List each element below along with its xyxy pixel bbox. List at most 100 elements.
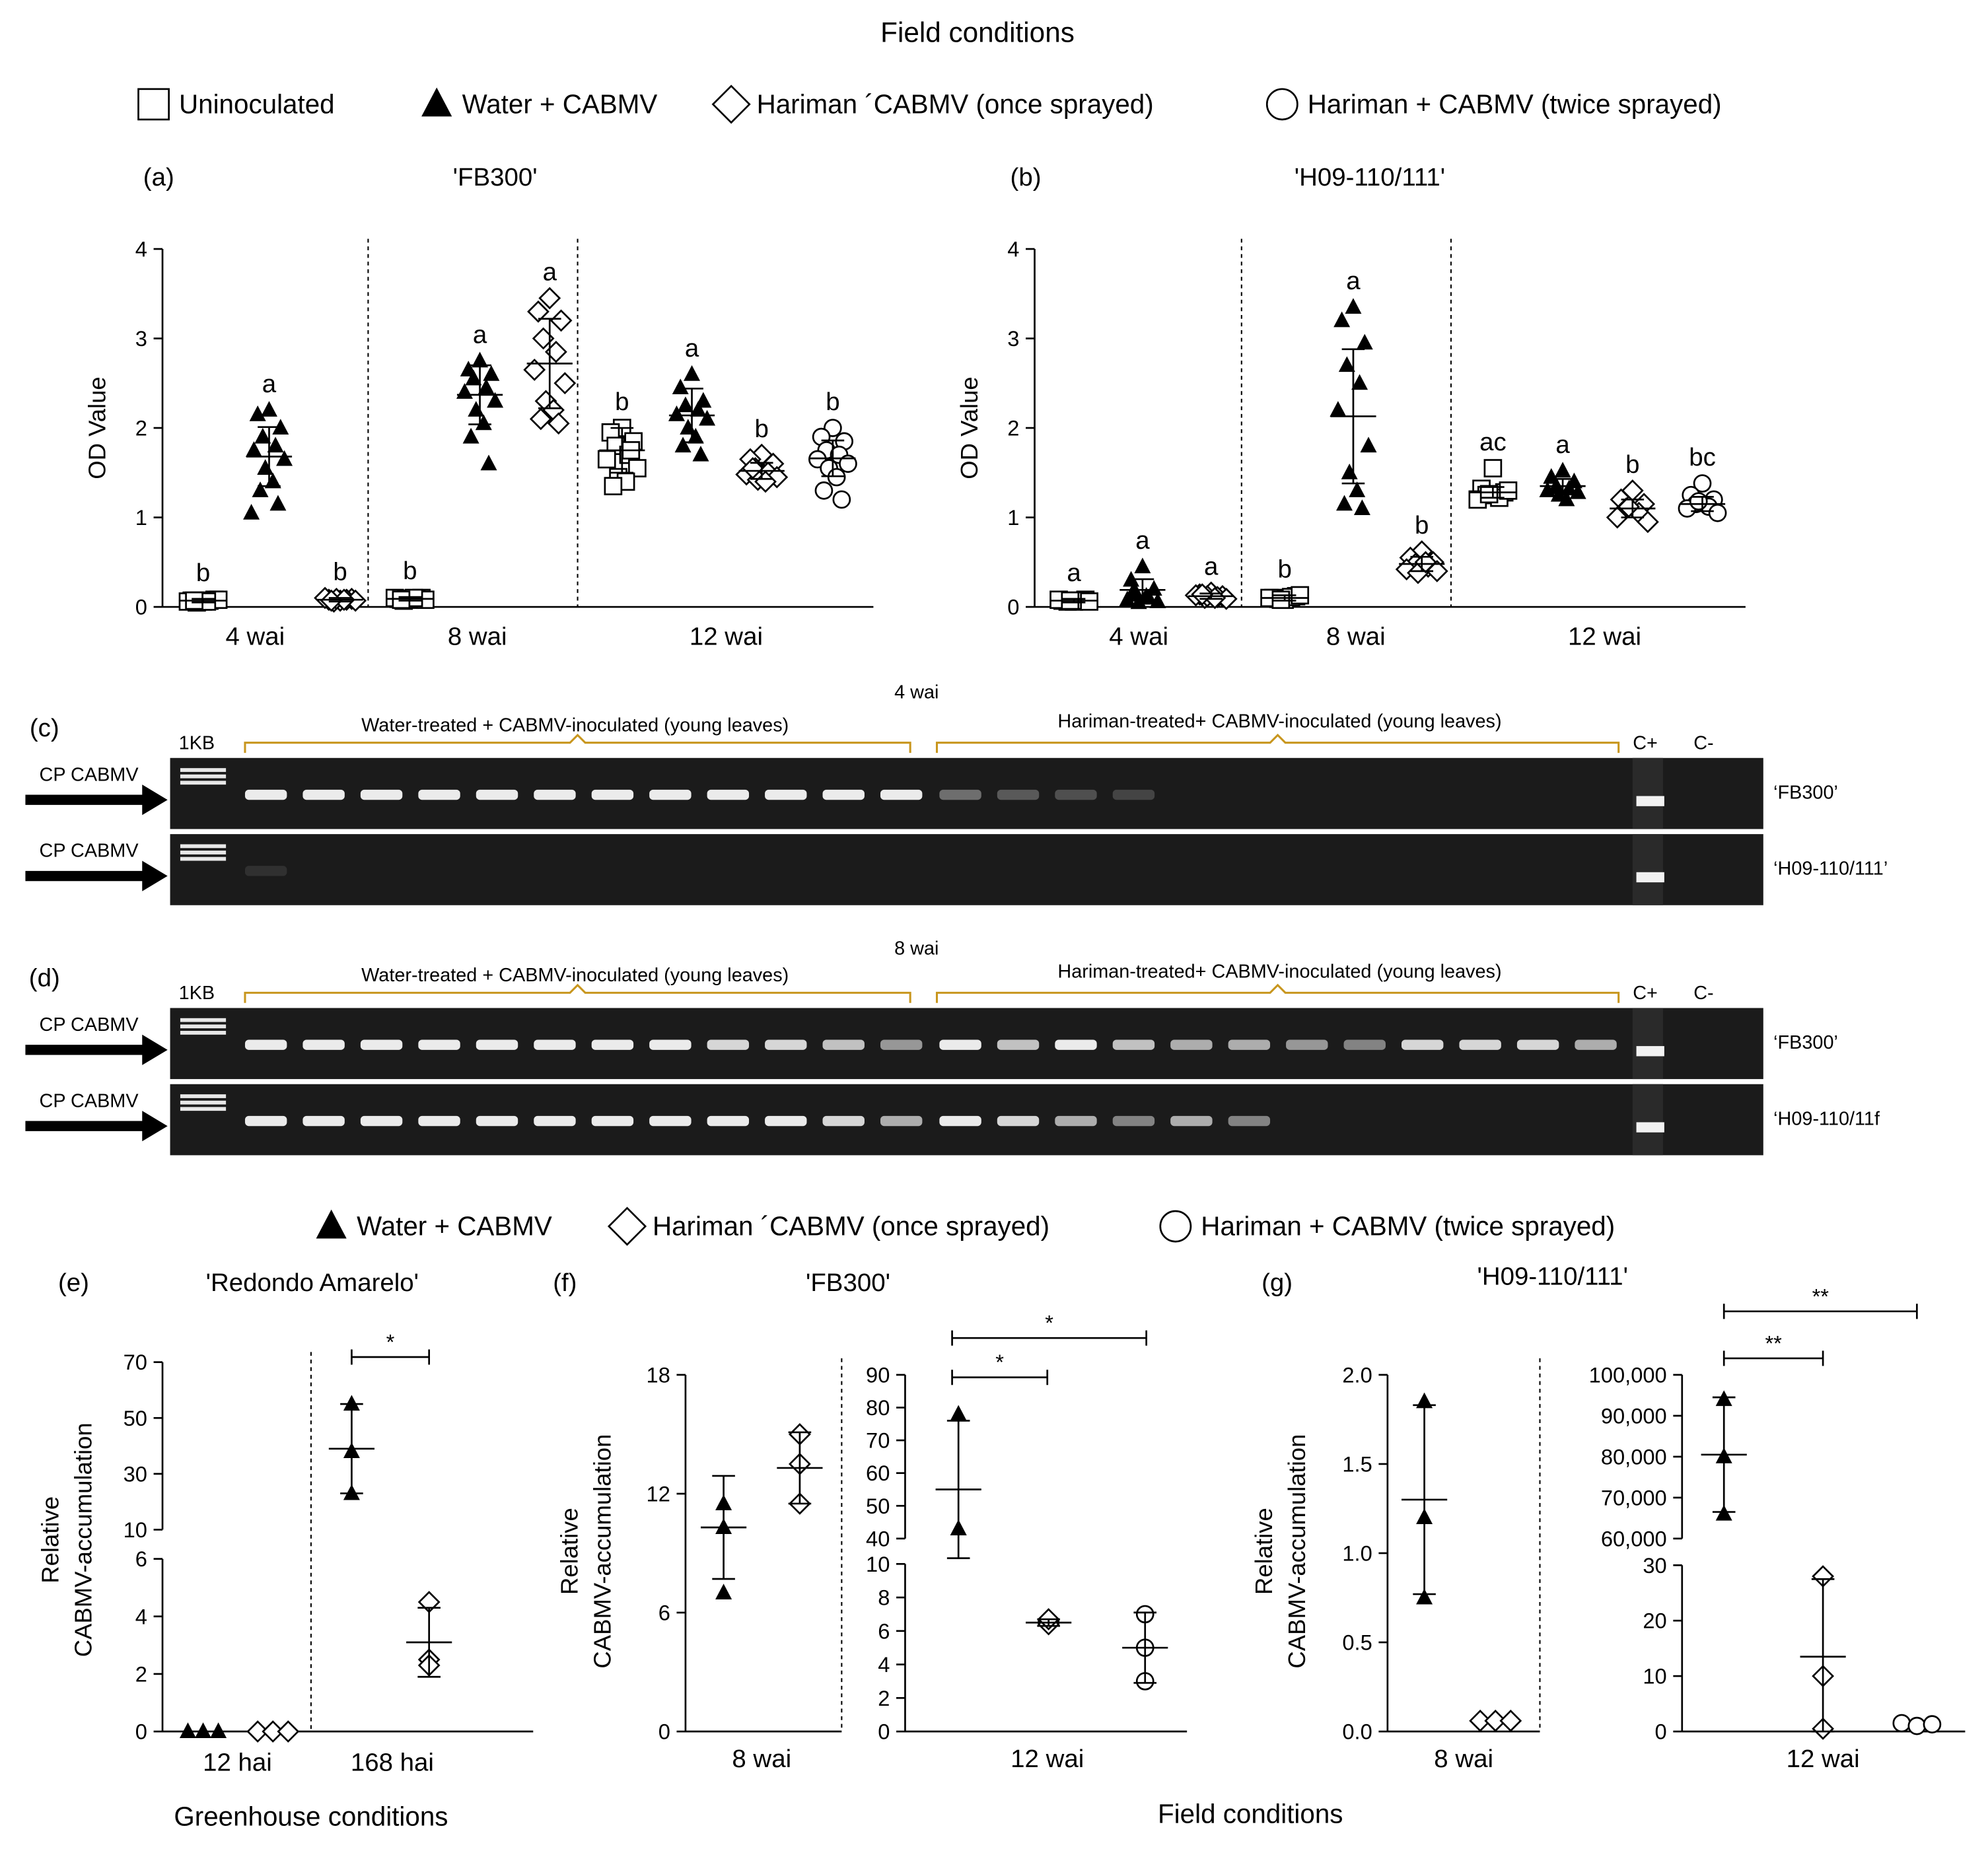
y-axis-label: CABMV-accumulation bbox=[69, 1422, 96, 1657]
y-tick-label: 40 bbox=[866, 1526, 890, 1551]
positive-control-label: C+ bbox=[1633, 983, 1658, 1004]
y-tick-label: 50 bbox=[124, 1406, 147, 1430]
triangle-data-point bbox=[677, 396, 694, 413]
gel-band bbox=[1459, 1039, 1501, 1050]
group-label: 12 wai bbox=[1011, 1745, 1084, 1773]
gel-band bbox=[997, 1039, 1040, 1050]
gel-band bbox=[360, 1039, 403, 1050]
y-tick-label: 2 bbox=[1007, 416, 1019, 440]
significance-letter: a bbox=[1346, 267, 1361, 295]
legend-label: Hariman + CABMV (twice sprayed) bbox=[1308, 88, 1722, 119]
panel-letter: (d) bbox=[29, 964, 60, 993]
gel-time-label: 4 wai bbox=[894, 681, 939, 703]
gel-band bbox=[418, 789, 460, 800]
circle-legend-marker bbox=[1159, 1210, 1192, 1243]
legend-label: Hariman ´CABMV (once sprayed) bbox=[757, 88, 1154, 119]
y-tick-label: 10 bbox=[866, 1552, 890, 1576]
group-label: 4 wai bbox=[1109, 623, 1168, 651]
gel-band bbox=[649, 1039, 692, 1050]
y-tick-label: 0 bbox=[135, 595, 147, 619]
diamond-data-point bbox=[523, 359, 546, 381]
significance-letter: a bbox=[1067, 559, 1081, 587]
triangle-data-point bbox=[1333, 311, 1351, 328]
y-tick-label: 10 bbox=[124, 1518, 147, 1542]
gel-band bbox=[534, 1115, 576, 1127]
gel-band bbox=[939, 1115, 981, 1127]
gel-band bbox=[1286, 1039, 1328, 1050]
group-bracket bbox=[935, 734, 1620, 753]
xlabel-greenhouse: Greenhouse conditions bbox=[174, 1801, 448, 1831]
gel-band bbox=[1170, 1115, 1213, 1127]
triangle-data-point bbox=[487, 392, 504, 408]
circle-data-point bbox=[1689, 492, 1708, 510]
gel-band bbox=[997, 1115, 1040, 1127]
gel-cultivar-label: ‘FB300’ bbox=[1773, 1032, 1838, 1053]
gel-band bbox=[244, 1039, 287, 1050]
y-tick-label: 0 bbox=[658, 1720, 670, 1744]
gel-band bbox=[1575, 1039, 1617, 1050]
y-tick-label: 4 bbox=[878, 1652, 890, 1677]
gel-band bbox=[534, 1039, 576, 1050]
ladder-band bbox=[180, 768, 227, 772]
marker-label: 1KB bbox=[179, 983, 215, 1004]
gel-band bbox=[244, 789, 287, 800]
y-tick-label: 90 bbox=[866, 1362, 890, 1387]
diamond-data-point bbox=[1499, 1709, 1522, 1732]
y-tick-label: 1 bbox=[135, 505, 147, 530]
gel-band bbox=[302, 789, 345, 800]
gel-cultivar-label: ‘H09-110/11f bbox=[1773, 1108, 1880, 1129]
group-bracket bbox=[935, 983, 1620, 1003]
triangle-data-point bbox=[195, 1722, 212, 1739]
gel-band bbox=[1112, 1039, 1155, 1050]
gel-band bbox=[880, 1115, 923, 1127]
diamond-data-point bbox=[550, 309, 573, 332]
significance-letter: b bbox=[1415, 511, 1429, 540]
circle-data-point bbox=[832, 490, 851, 509]
triangle-data-point bbox=[672, 378, 689, 395]
circle-data-point bbox=[1892, 1714, 1911, 1733]
gel-band bbox=[1228, 1039, 1271, 1050]
diamond-data-point bbox=[527, 300, 550, 323]
triangle-data-point bbox=[1119, 590, 1136, 607]
arrow-icon bbox=[25, 785, 168, 816]
ladder-band bbox=[180, 1094, 227, 1098]
significance-letter: bc bbox=[1689, 443, 1716, 471]
panel-letter: (g) bbox=[1261, 1269, 1293, 1297]
square-data-point bbox=[1499, 481, 1518, 500]
panel-d-gel: 8 wai (d) 1KB Water-treated + CABMV-inocula… bbox=[25, 938, 1880, 1156]
triangle-data-point bbox=[684, 365, 701, 381]
y-tick-label: 1.0 bbox=[1342, 1541, 1372, 1566]
gel-band bbox=[418, 1039, 460, 1050]
y-tick-label: 30 bbox=[1643, 1553, 1666, 1578]
triangle-data-point bbox=[179, 1722, 196, 1739]
gel-band bbox=[822, 1039, 865, 1050]
legend-top: Uninoculated Water + CABMV Hariman ´CABMV … bbox=[137, 85, 1722, 124]
positive-control-band bbox=[1636, 1046, 1664, 1057]
gel-band bbox=[1055, 1039, 1097, 1050]
y-tick-label: 80,000 bbox=[1601, 1444, 1667, 1469]
panel-title: 'H09-110/111' bbox=[1295, 163, 1445, 192]
y-tick-label: 0 bbox=[135, 1720, 147, 1744]
group-label-water: Water-treated + CABMV-inoculated (young … bbox=[361, 715, 789, 736]
significance-letter: a bbox=[1135, 526, 1150, 555]
significance-letter: b bbox=[755, 415, 769, 443]
group-label-water: Water-treated + CABMV-inoculated (young … bbox=[361, 965, 789, 986]
gel-band bbox=[360, 1115, 403, 1127]
square-data-point bbox=[1080, 592, 1098, 611]
significance-letter: a bbox=[262, 370, 277, 398]
triangle-data-point bbox=[276, 450, 293, 466]
group-label: 12 wai bbox=[690, 623, 763, 651]
ladder-band bbox=[180, 856, 227, 861]
triangle-data-point bbox=[1330, 401, 1347, 417]
triangle-data-point bbox=[1558, 490, 1575, 506]
square-data-point bbox=[1483, 459, 1503, 477]
triangle-data-point bbox=[483, 365, 500, 381]
triangle-data-point bbox=[254, 427, 271, 444]
panel-a: (a) 'FB300' 0 1 2 3 4 OD Value 4 wai 8 wai 12 wai b… bbox=[84, 163, 874, 651]
group-bracket bbox=[244, 734, 911, 753]
y-tick-label: 18 bbox=[647, 1362, 670, 1387]
circle-data-point bbox=[839, 454, 857, 473]
y-tick-label: 2 bbox=[878, 1686, 890, 1710]
negative-control-label: C- bbox=[1693, 983, 1713, 1004]
